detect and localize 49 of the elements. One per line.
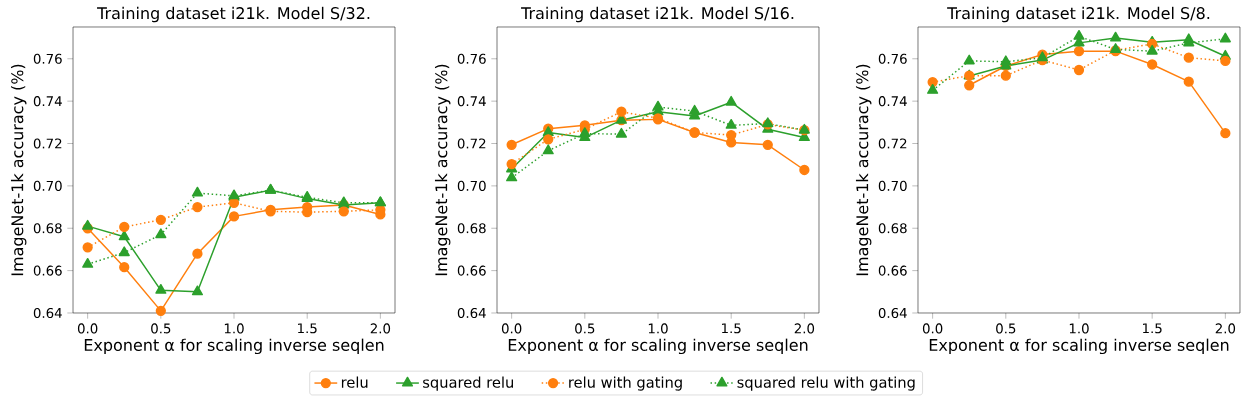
x-tick-label: 1.5 xyxy=(722,323,741,334)
x-tick-label: 1.0 xyxy=(1069,323,1089,334)
y-tick-label: 0.64 xyxy=(457,307,486,319)
x-tick-label: 1.5 xyxy=(1143,323,1162,334)
y-tick-label: 0.66 xyxy=(457,265,486,276)
y-tick-label: 0.74 xyxy=(878,96,907,107)
y-tick-label: 0.74 xyxy=(457,96,486,107)
y-tick-label: 0.72 xyxy=(33,138,62,149)
chart-title: Training dataset i21k. Model S/32. xyxy=(97,6,370,23)
x-axis-title: Exponent α for scaling inverse seqlen xyxy=(84,338,384,355)
x-axis-title: Exponent α for scaling inverse seqlen xyxy=(929,338,1229,355)
y-tick-label: 0.72 xyxy=(457,138,486,149)
x-tick-label: 2.0 xyxy=(794,323,815,334)
y-tick-label: 0.76 xyxy=(33,53,62,64)
y-tick-label: 0.70 xyxy=(33,180,62,191)
x-tick-label: 2.0 xyxy=(370,323,391,334)
y-tick-label: 0.72 xyxy=(878,138,907,149)
y-axis-title: ImageNet-1k accuracy (%) xyxy=(434,64,451,276)
x-tick-label: 1.0 xyxy=(648,323,668,334)
x-tick-label: 0.0 xyxy=(922,323,943,334)
legend-label: relu xyxy=(341,376,368,388)
y-tick-label: 0.66 xyxy=(878,265,907,276)
y-tick-label: 0.68 xyxy=(457,223,486,234)
y-tick-label: 0.70 xyxy=(457,180,486,191)
legend-label: squared relu with gating xyxy=(737,376,915,391)
y-tick-label: 0.76 xyxy=(457,53,486,64)
x-tick-label: 1.0 xyxy=(224,323,244,334)
x-tick-label: 2.0 xyxy=(1215,323,1236,334)
x-tick-label: 0.0 xyxy=(501,323,522,334)
x-tick-label: 1.5 xyxy=(298,323,317,334)
y-tick-label: 0.64 xyxy=(878,307,907,319)
y-tick-label: 0.74 xyxy=(33,96,62,107)
y-tick-label: 0.66 xyxy=(33,265,62,276)
chart-title: Training dataset i21k. Model S/16. xyxy=(521,6,794,23)
y-axis-title: ImageNet-1k accuracy (%) xyxy=(855,64,872,276)
x-tick-label: 0.5 xyxy=(996,323,1016,334)
x-axis-title: Exponent α for scaling inverse seqlen xyxy=(508,338,808,355)
x-tick-label: 0.5 xyxy=(151,323,171,334)
y-tick-label: 0.68 xyxy=(33,223,62,234)
y-axis-title: ImageNet-1k accuracy (%) xyxy=(10,64,27,276)
y-tick-label: 0.76 xyxy=(878,53,907,64)
y-tick-label: 0.64 xyxy=(33,307,62,319)
chart-title: Training dataset i21k. Model S/8. xyxy=(947,6,1210,23)
x-tick-label: 0.0 xyxy=(77,323,98,334)
legend-label: relu with gating xyxy=(569,376,682,391)
y-tick-label: 0.68 xyxy=(878,223,907,234)
legend-label: squared relu xyxy=(423,376,513,391)
x-tick-label: 0.5 xyxy=(575,323,595,334)
y-tick-label: 0.70 xyxy=(878,180,907,191)
